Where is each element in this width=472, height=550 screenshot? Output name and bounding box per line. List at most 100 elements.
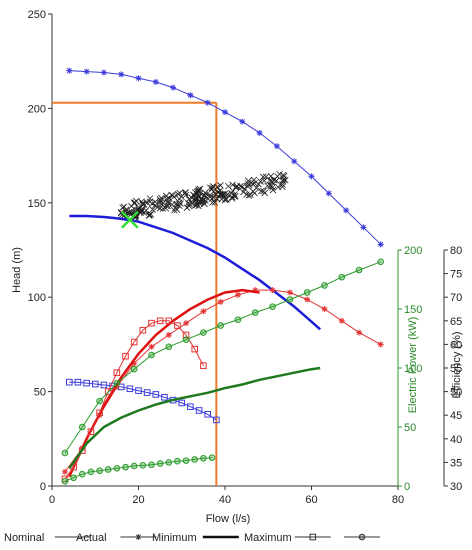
data-point-star xyxy=(256,129,263,136)
actual-point-marker xyxy=(163,202,170,210)
data-point-circle xyxy=(174,457,181,465)
data-point-star xyxy=(377,241,384,248)
actual-point-marker xyxy=(128,202,135,210)
actual-point-marker xyxy=(255,180,262,188)
data-point-circle xyxy=(191,456,199,463)
y-tick-label: 50 xyxy=(34,387,46,399)
y3-tick-label: 75 xyxy=(450,269,462,281)
data-point-square xyxy=(83,379,90,387)
actual-point-marker xyxy=(251,180,258,187)
data-point-circle xyxy=(165,343,173,351)
actual-point-marker xyxy=(170,193,178,201)
actual-point-marker xyxy=(261,189,269,197)
actual-point-marker xyxy=(195,202,202,210)
x-tick-label: 80 xyxy=(392,494,404,506)
actual-point-marker xyxy=(238,183,246,191)
y2-tick-label: 200 xyxy=(404,245,422,257)
data-point-square xyxy=(195,407,203,414)
data-point-circle xyxy=(130,462,138,470)
actual-point-marker xyxy=(201,192,209,200)
legend-item: Minimum xyxy=(152,532,239,544)
actual-point-marker xyxy=(240,188,247,196)
data-point-star xyxy=(252,287,259,294)
actual-point-marker xyxy=(120,203,128,211)
actual-point-marker xyxy=(270,176,278,184)
y3-tick-label: 35 xyxy=(450,457,462,469)
actual-point-marker xyxy=(168,201,176,208)
actual-point-marker xyxy=(176,195,183,203)
data-point-square xyxy=(213,416,220,424)
actual-point-marker xyxy=(281,176,289,184)
data-point-star xyxy=(217,298,224,305)
data-point-circle xyxy=(286,296,294,303)
data-point-square xyxy=(113,369,121,377)
actual-point-marker xyxy=(211,199,219,206)
data-point-star xyxy=(135,534,142,540)
series-layer xyxy=(61,67,385,485)
data-point-square xyxy=(130,338,138,346)
data-point-circle xyxy=(113,380,121,387)
data-point-circle xyxy=(78,470,86,478)
data-point-star xyxy=(204,99,211,106)
data-point-star xyxy=(234,291,241,298)
data-point-square xyxy=(122,352,129,360)
series-line xyxy=(69,381,217,421)
actual-point-marker xyxy=(227,189,235,197)
data-point-circle xyxy=(104,466,112,473)
data-point-star xyxy=(183,320,190,327)
data-point-square xyxy=(200,362,207,369)
data-point-square xyxy=(309,533,317,541)
data-point-circle xyxy=(182,457,190,464)
actual-point-marker xyxy=(224,190,231,198)
data-point-square xyxy=(191,345,199,353)
y3-tick-label: 80 xyxy=(450,245,462,257)
legend-item: Nominal xyxy=(4,532,91,544)
data-point-star xyxy=(304,296,311,303)
actual-point-marker xyxy=(232,192,239,200)
current-point-marker xyxy=(120,210,139,229)
data-point-circle xyxy=(113,465,121,472)
x-tick-label: 60 xyxy=(305,494,317,506)
data-point-star xyxy=(360,224,367,231)
actual-point-marker xyxy=(156,205,164,212)
data-point-circle xyxy=(182,336,190,343)
series-efficiency-nominal xyxy=(68,288,260,478)
data-point-circle xyxy=(208,454,216,461)
data-point-circle xyxy=(303,289,311,296)
data-point-circle xyxy=(130,365,138,373)
data-point-square xyxy=(66,378,73,386)
data-point-circle xyxy=(87,468,95,476)
y2-axis-title: Electric Power (kW) xyxy=(407,317,419,414)
data-point-circle xyxy=(96,397,103,405)
actual-point-marker xyxy=(247,191,254,199)
y-tick-label: 150 xyxy=(28,198,46,210)
data-point-circle xyxy=(78,423,86,431)
actual-point-marker xyxy=(196,198,203,205)
data-point-star xyxy=(165,331,172,338)
actual-point-marker xyxy=(214,189,222,196)
y3-tick-label: 50 xyxy=(450,387,462,399)
data-point-star xyxy=(152,78,159,85)
actual-point-marker xyxy=(259,173,267,181)
data-point-square xyxy=(178,399,186,407)
data-point-star xyxy=(343,207,350,214)
data-point-star xyxy=(148,343,155,350)
actual-point-marker xyxy=(206,184,214,192)
data-point-star xyxy=(338,317,345,324)
data-point-star xyxy=(187,92,194,99)
y3-tick-label: 40 xyxy=(450,434,462,446)
series-head-nominal xyxy=(69,214,322,331)
data-point-circle xyxy=(200,329,207,336)
data-point-star xyxy=(321,306,328,312)
data-point-circle xyxy=(156,460,164,467)
actual-point-marker xyxy=(245,192,253,199)
data-point-star xyxy=(135,75,142,82)
current-operating-point xyxy=(120,210,139,229)
data-point-square xyxy=(100,381,108,389)
actual-point-marker xyxy=(274,183,282,191)
data-point-star xyxy=(239,118,246,125)
data-point-star xyxy=(131,360,138,367)
y3-tick-label: 60 xyxy=(450,339,462,351)
actual-point-marker xyxy=(200,200,208,207)
data-point-square xyxy=(187,403,194,411)
